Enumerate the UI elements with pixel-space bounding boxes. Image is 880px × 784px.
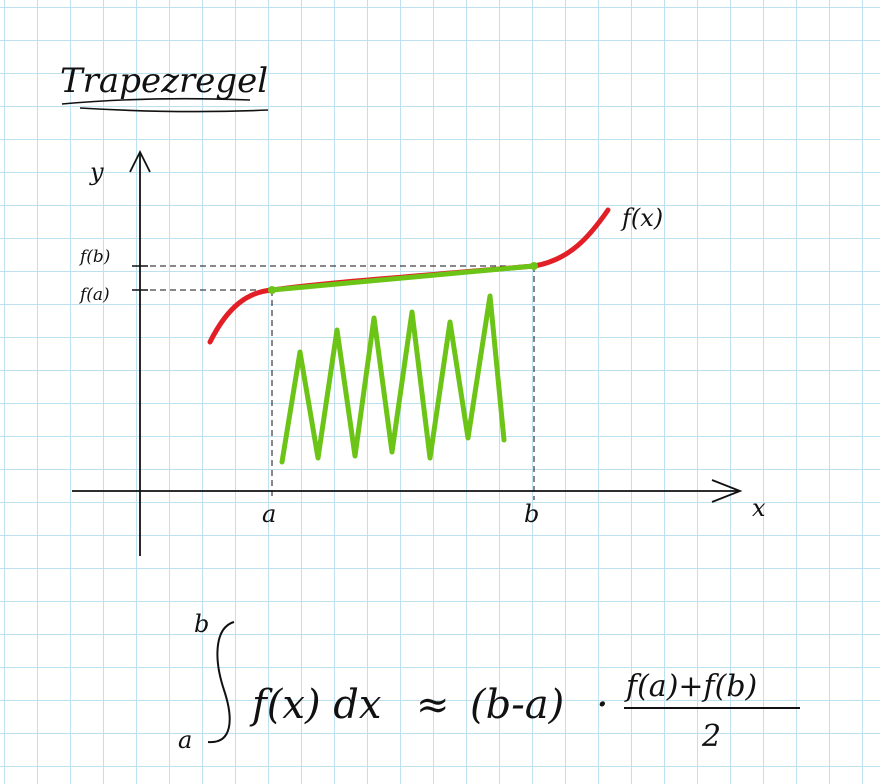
x-axis-arrow xyxy=(711,479,743,503)
fraction-denominator: 2 xyxy=(701,719,721,754)
a-tick-label: a xyxy=(262,500,276,528)
b-tick-label: b xyxy=(524,500,539,528)
fraction-numerator: f(a)+f(b) xyxy=(624,669,757,704)
multiplication-dot: · xyxy=(596,682,609,728)
fa-tick-label: f(a) xyxy=(78,285,110,305)
point-b xyxy=(530,262,538,270)
trapezoid-area-hatch xyxy=(279,293,507,465)
y-axis-arrow xyxy=(129,149,151,173)
curve-label: f(x) xyxy=(620,204,663,232)
approx-sign: ≈ xyxy=(416,682,450,728)
y-axis-label: y xyxy=(89,158,104,186)
fb-tick-label: f(b) xyxy=(78,247,110,267)
trapezoid-top-line xyxy=(269,263,537,293)
integral-upper-limit: b xyxy=(194,610,209,638)
integral-lower-limit: a xyxy=(178,726,192,754)
integral-sign xyxy=(207,621,235,744)
point-a xyxy=(268,286,276,294)
title-underline xyxy=(61,97,269,113)
interval-width: (b-a) xyxy=(470,682,564,728)
x-axis-label: x xyxy=(752,494,766,522)
title-text: Trapezregel xyxy=(60,61,268,101)
integrand: f(x) dx xyxy=(249,682,381,728)
